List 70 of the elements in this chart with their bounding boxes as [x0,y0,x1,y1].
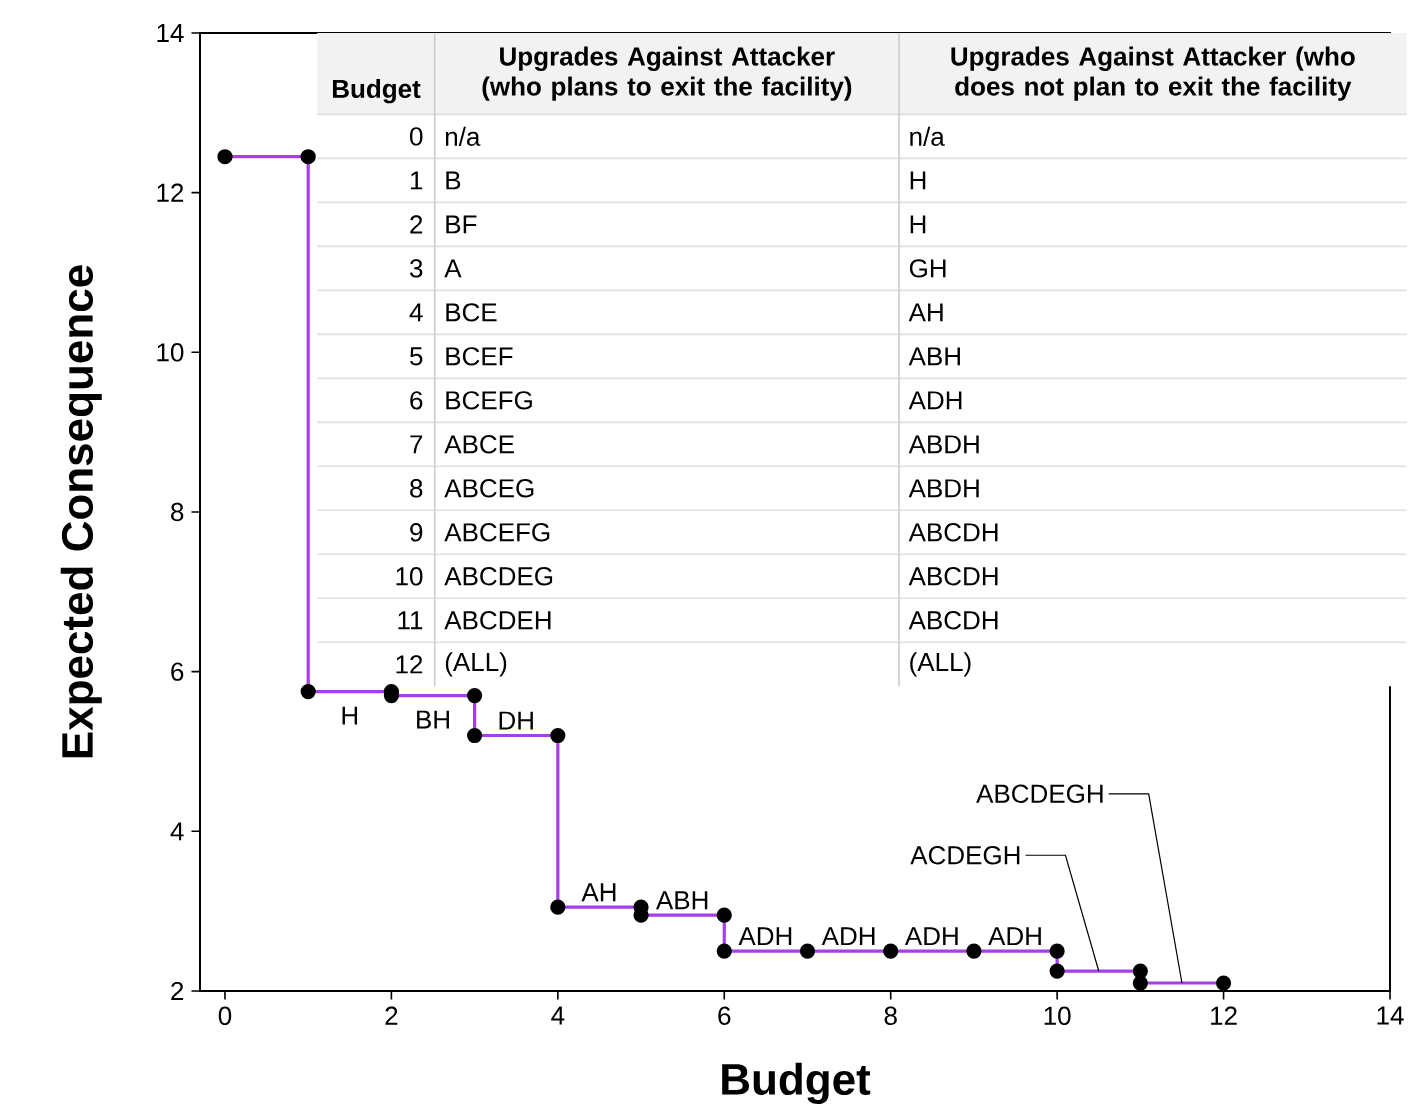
x-tick-label: 8 [884,1006,897,1025]
x-axis-title: Budget [722,1062,871,1104]
annotation: H [910,171,926,190]
annotation: B [446,171,461,190]
annotation: (ALL) [445,652,507,677]
annotation: ADH [988,927,1041,946]
annotation: 1 [410,171,423,190]
annotation: n/a [445,126,481,146]
annotation: Upgrades Against Attacker (who plans to exit the facility) [482,46,852,101]
annotation: AH [908,303,943,322]
annotation: 0 [409,127,423,146]
annotation: ADH [908,391,962,410]
y-tick-label: 2 [171,981,184,1001]
x-tick-label: 10 [1044,1006,1071,1025]
annotation: GH [909,259,946,278]
annotation: ABCDH [908,567,998,586]
x-tick-label: 6 [718,1006,731,1025]
y-tick-label: 12 [157,183,184,202]
annotation: 6 [410,391,423,410]
y-tick-label: 8 [171,502,184,522]
annotation: 11 [398,611,423,630]
annotation: 8 [410,479,423,498]
annotation: ABCEFG [444,523,550,542]
annotation: n/a [910,126,945,146]
annotation: ABDH [908,479,979,498]
annotation: ABCE [444,435,514,454]
annotation: ACDEGH [910,846,1020,865]
annotation: 12 [396,655,423,674]
annotation: DH [499,711,533,730]
x-tick-label: 4 [551,1006,565,1025]
x-tick-label: 12 [1211,1006,1237,1025]
annotation: 3 [409,259,423,278]
annotation: BCEF [446,347,513,366]
annotation: H [910,215,926,234]
annotation: ADH [821,927,875,946]
y-axis-title: Expected Consequence [60,265,102,758]
annotation: BCE [446,303,497,322]
annotation: ABH [908,347,960,366]
annotation: ABDH [908,435,979,454]
y-tick-label: 14 [157,24,184,42]
annotation: 9 [410,523,423,542]
annotation: BH [417,710,449,729]
annotation: H [342,706,358,725]
annotation: ABCEG [444,479,534,498]
annotation: BF [446,215,477,234]
annotation: ADH [738,927,792,946]
y-tick-label: 4 [170,822,184,841]
annotation: (ALL) [910,652,971,677]
annotation: 2 [410,215,423,234]
x-tick-label: 14 [1377,1006,1404,1025]
annotation: 7 [410,435,423,454]
annotation: ABCDEH [444,611,551,630]
y-tick-label: 6 [171,662,184,681]
x-tick-label: 2 [385,1006,398,1025]
annotation: A [444,259,462,278]
annotation: ABCDEG [444,567,553,586]
annotation: AH [581,883,616,902]
annotation: ABCDH [908,523,998,542]
annotation: 4 [409,303,423,322]
annotation: ABCDH [908,611,998,630]
y-tick-label: 10 [157,343,184,362]
annotation: BCEFG [446,391,532,410]
annotation: Budget [332,79,421,104]
annotation: Upgrades Against Attacker (who does not plan to exit the facility [951,46,1355,101]
annotation: 5 [410,347,423,366]
annotation: ADH [904,927,958,946]
annotation: ABH [655,891,708,910]
annotation: 10 [396,567,423,586]
annotation: ABCDEGH [976,784,1103,803]
x-tick-label: 0 [218,1006,232,1025]
